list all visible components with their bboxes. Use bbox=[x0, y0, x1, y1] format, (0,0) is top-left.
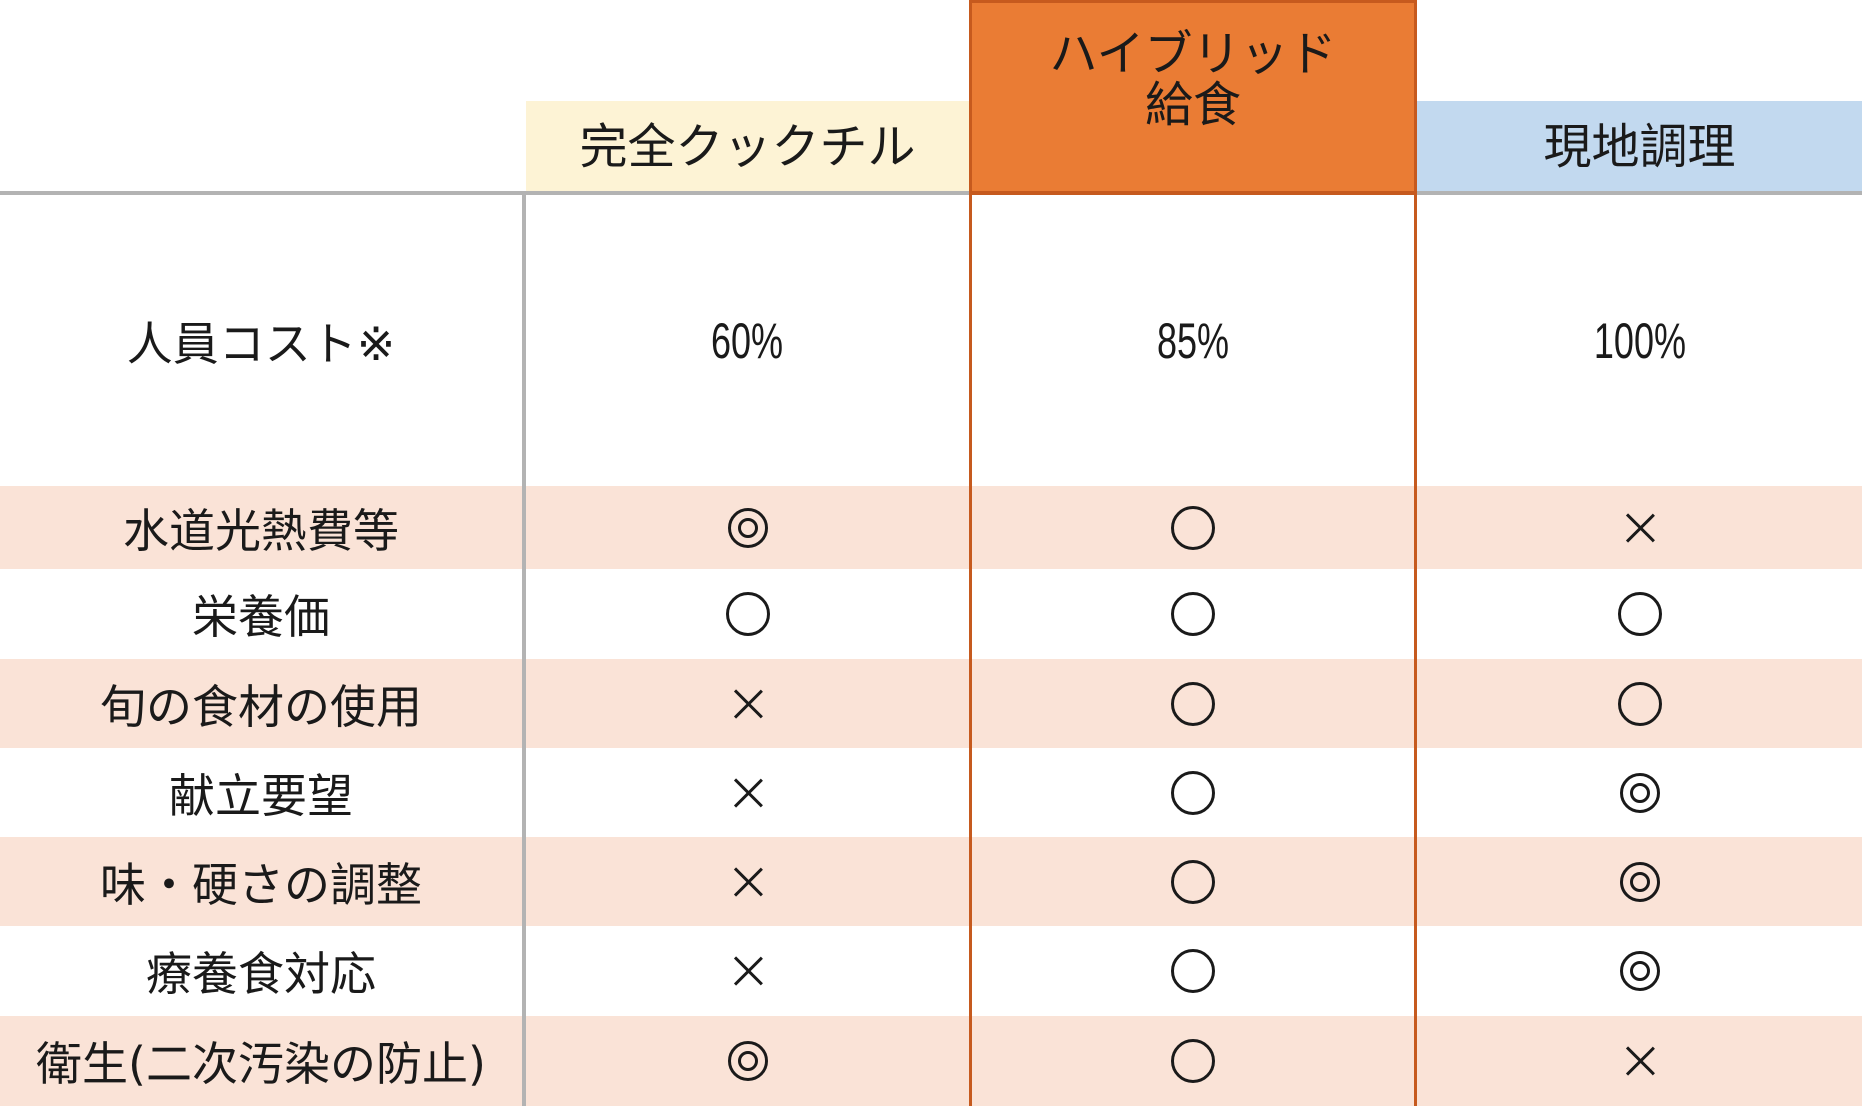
circle-mark bbox=[1171, 1039, 1215, 1083]
value-cell: × bbox=[526, 837, 969, 926]
row-label: 療養食対応 bbox=[146, 947, 376, 1001]
value-cell: ◎ bbox=[526, 1016, 969, 1106]
cross-mark bbox=[1625, 513, 1655, 543]
circle-mark bbox=[1617, 592, 1662, 636]
value-cell: ○ bbox=[969, 837, 1417, 926]
value-cell: × bbox=[526, 748, 969, 837]
cross-mark bbox=[733, 867, 763, 897]
row-label: 旬の食材の使用 bbox=[100, 679, 422, 734]
shaded-row-band bbox=[0, 1016, 1862, 1106]
value-cell: ○ bbox=[969, 569, 1417, 659]
circle-mark bbox=[1171, 505, 1215, 550]
header-label-hybrid: ハイブリッド 給食 bbox=[1049, 26, 1337, 133]
value-cell: × bbox=[526, 926, 969, 1016]
double-circle-mark bbox=[1619, 861, 1660, 902]
cross-mark bbox=[1625, 1046, 1655, 1076]
label-column-divider bbox=[522, 193, 526, 1106]
double-circle-mark bbox=[727, 507, 768, 548]
value-cell: ○ bbox=[969, 659, 1417, 748]
value-cell: ○ bbox=[526, 569, 969, 659]
value-cell: × bbox=[1417, 486, 1862, 569]
value-cell: ○ bbox=[969, 486, 1417, 569]
header-complete-cookchill: 完全クックチル bbox=[526, 101, 969, 193]
value-cell: ○ bbox=[1417, 659, 1862, 748]
circle-mark bbox=[1171, 592, 1215, 636]
value-cell: ○ bbox=[969, 748, 1417, 837]
row-label: 人員コスト※ bbox=[126, 316, 396, 371]
value-cell: ○ bbox=[969, 1016, 1417, 1106]
row-label: 栄養価 bbox=[192, 590, 330, 644]
percent-value: 100% bbox=[1593, 312, 1686, 369]
header-label-onsite-cooking: 現地調理 bbox=[1543, 118, 1736, 175]
header-label-complete-cookchill: 完全クックチル bbox=[579, 118, 916, 175]
value-cell: 85% bbox=[969, 195, 1417, 486]
header-hybrid: ハイブリッド 給食 bbox=[969, 0, 1417, 193]
cross-mark bbox=[733, 956, 763, 986]
row-label: 水道光熱費等 bbox=[123, 503, 399, 558]
circle-mark bbox=[1171, 681, 1215, 726]
row-label: 衛生(二次汚染の防止) bbox=[36, 1037, 486, 1091]
cross-mark bbox=[733, 689, 763, 719]
double-circle-mark bbox=[1619, 951, 1660, 991]
circle-mark bbox=[1171, 949, 1215, 993]
percent-value: 60% bbox=[711, 312, 784, 369]
circle-mark bbox=[1171, 859, 1215, 904]
circle-mark bbox=[1171, 770, 1215, 815]
shaded-row-band bbox=[0, 659, 1862, 748]
percent-value: 85% bbox=[1156, 312, 1230, 369]
header-rule bbox=[0, 191, 1862, 195]
double-circle-mark bbox=[1619, 772, 1660, 813]
row-label: 献立要望 bbox=[169, 768, 353, 823]
value-cell: ○ bbox=[1417, 569, 1862, 659]
value-cell: ◎ bbox=[1417, 926, 1862, 1016]
value-cell: × bbox=[526, 659, 969, 748]
value-cell: ◎ bbox=[1417, 748, 1862, 837]
cross-mark bbox=[733, 778, 763, 808]
circle-mark bbox=[1617, 681, 1662, 726]
value-cell: 100% bbox=[1417, 195, 1862, 486]
value-cell: × bbox=[1417, 1016, 1862, 1106]
value-cell: ◎ bbox=[1417, 837, 1862, 926]
shaded-row-band bbox=[0, 837, 1862, 926]
shaded-row-band bbox=[0, 486, 1862, 569]
row-label: 味・硬さの調整 bbox=[100, 857, 422, 912]
hybrid-header-divider bbox=[969, 191, 1417, 195]
value-cell: ○ bbox=[969, 926, 1417, 1016]
double-circle-mark bbox=[727, 1041, 768, 1081]
header-onsite-cooking: 現地調理 bbox=[1417, 101, 1862, 193]
value-cell: ◎ bbox=[526, 486, 969, 569]
circle-mark bbox=[725, 592, 770, 636]
value-cell: 60% bbox=[526, 195, 969, 486]
